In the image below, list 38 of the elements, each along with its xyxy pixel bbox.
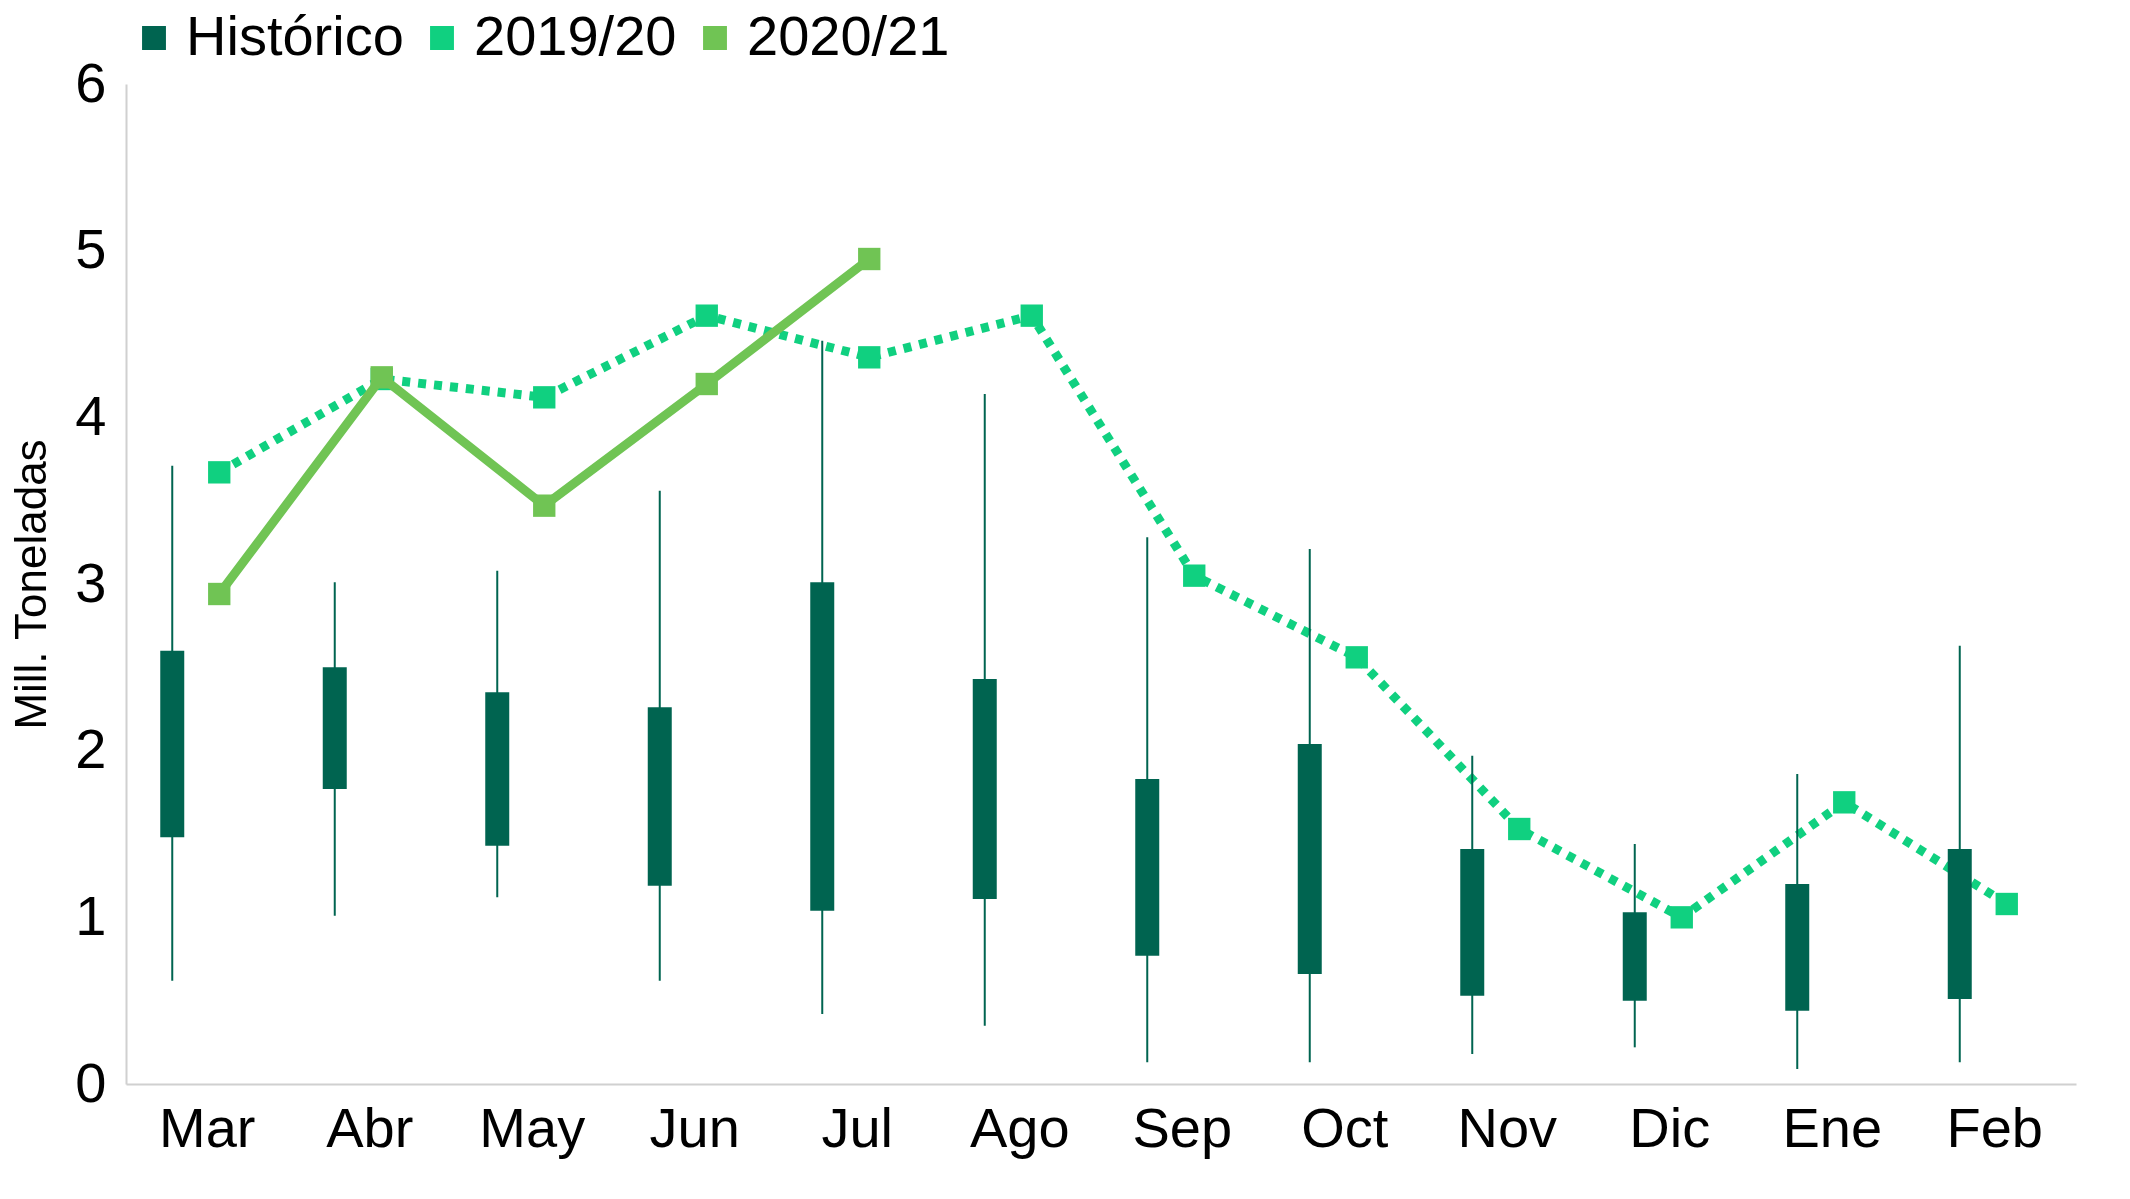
y-tick-label: 3: [75, 550, 107, 614]
y-tick-label: 5: [75, 217, 107, 281]
x-tick-label: Dic: [1629, 1095, 1711, 1159]
point: [208, 582, 231, 606]
point: [695, 304, 718, 327]
point: [858, 247, 881, 271]
y-tick-label: 0: [75, 1050, 107, 1114]
x-tick-label: Sep: [1132, 1095, 1233, 1159]
point: [533, 494, 556, 517]
legend-label: 2019/20: [474, 4, 677, 67]
x-tick-label: Feb: [1946, 1095, 2043, 1159]
y-tick-label: 1: [75, 883, 107, 947]
point: [695, 372, 718, 396]
legend-label: 2020/21: [747, 4, 950, 67]
point: [208, 461, 231, 484]
legend-label: Histórico: [186, 4, 404, 67]
y-tick-label: 6: [75, 50, 107, 114]
point: [1020, 304, 1043, 327]
x-tick-label: Jul: [821, 1095, 894, 1159]
y-tick-label: 2: [75, 717, 107, 781]
point: [1833, 791, 1856, 814]
x-tick-label: Nov: [1457, 1095, 1558, 1159]
x-tick-label: Ene: [1782, 1095, 1883, 1159]
point: [858, 346, 881, 369]
point: [1995, 892, 2018, 916]
point: [533, 386, 556, 409]
x-tick-label: Jun: [649, 1095, 740, 1159]
y-tick-label: 4: [75, 383, 107, 447]
x-tick-label: Abr: [326, 1095, 414, 1159]
point: [1508, 817, 1531, 841]
x-tick-label: Mar: [159, 1095, 256, 1159]
point: [1670, 906, 1693, 929]
x-tick-label: May: [479, 1095, 586, 1159]
point: [1183, 564, 1206, 587]
y-axis-title: Mill. Toneladas: [6, 439, 56, 730]
point: [1345, 646, 1368, 669]
x-tick-label: Oct: [1301, 1095, 1389, 1159]
x-tick-label: Ago: [969, 1095, 1070, 1159]
